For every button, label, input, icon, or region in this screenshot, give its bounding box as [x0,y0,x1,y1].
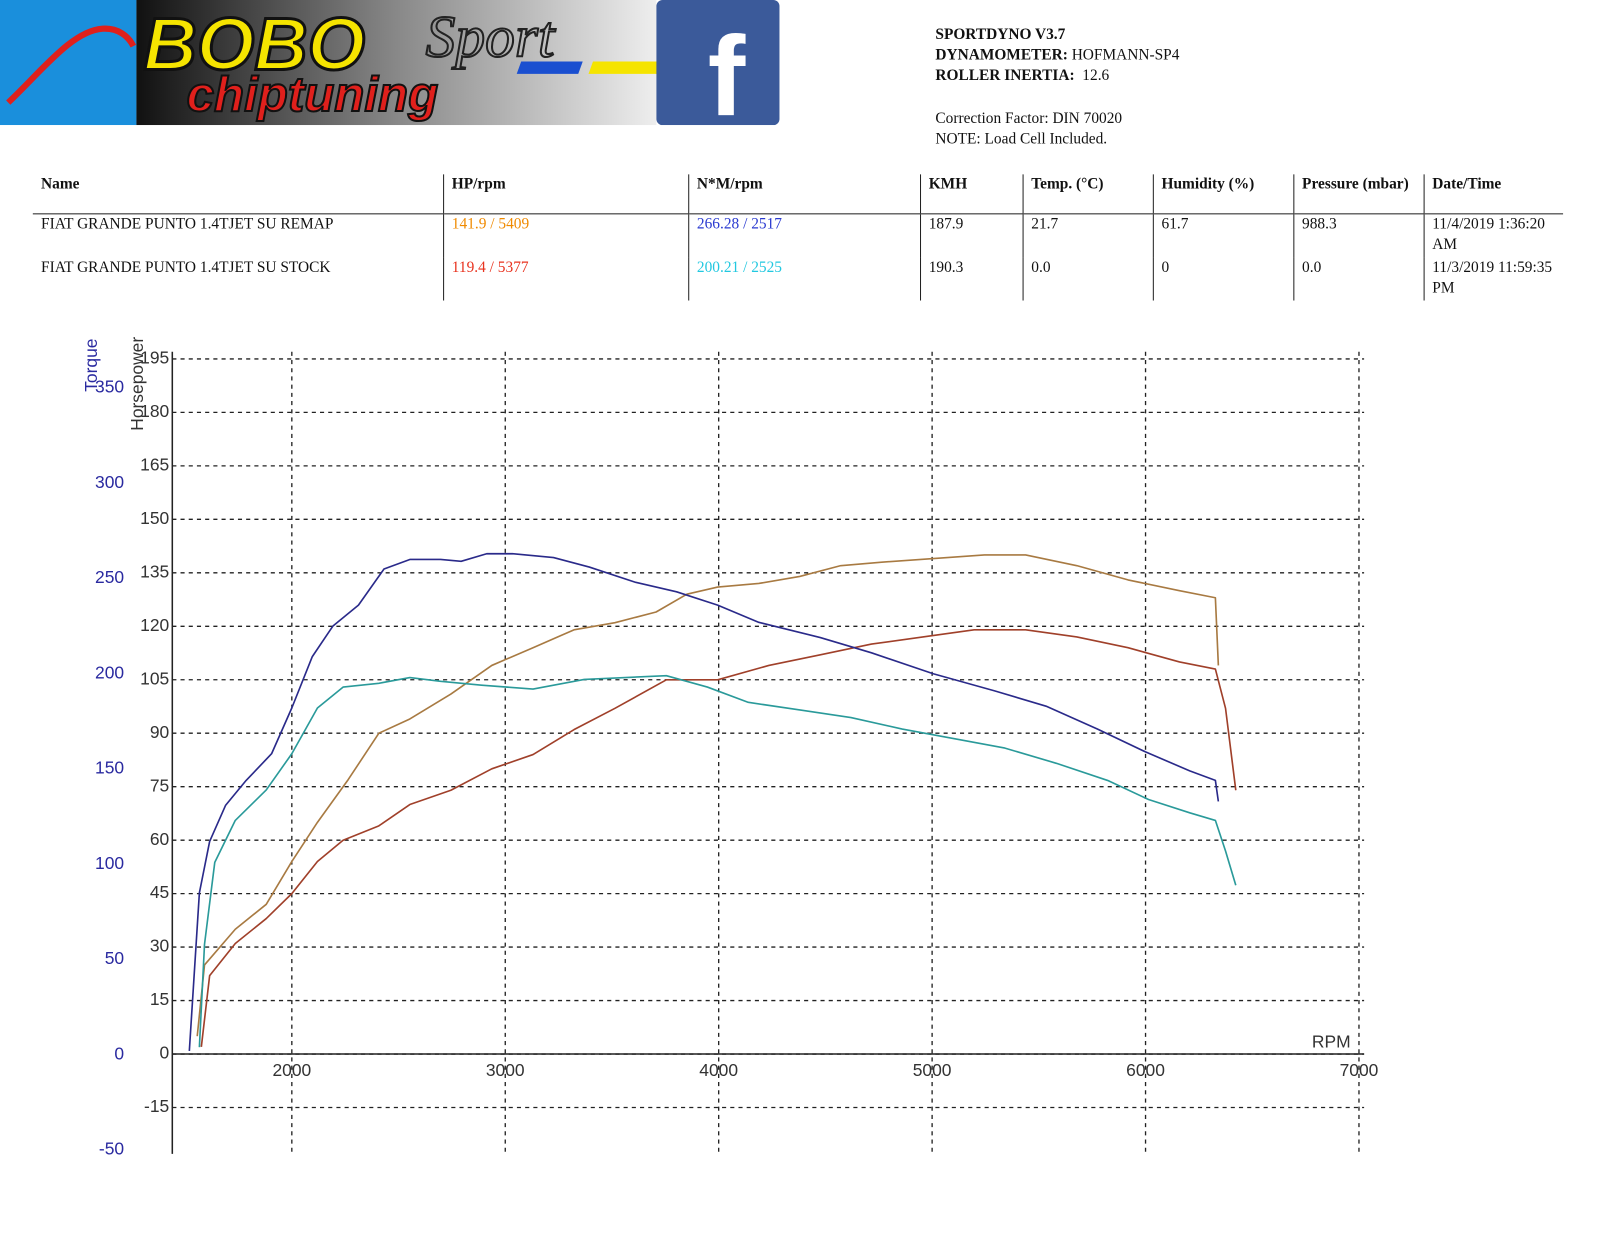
logo-tagline: chiptuning [187,67,439,122]
logo-stripe [516,61,583,74]
y-tick-label: 75 [150,775,169,795]
table-cell: 988.3 [1292,213,1424,258]
y-tick-label: 15 [150,989,169,1009]
header-row: Name HP/rpm N*M/rpm KMH Temp. (°C) Humidity (… [32,174,1564,215]
facebook-icon [656,0,780,126]
column-header: HP/rpm [442,174,689,215]
column-header: KMH [919,174,1023,215]
table-cell: 187.9 [919,213,1023,258]
y2-tick-label: 350 [95,377,124,397]
table-cell: 11/3/2019 11:59:35 PM [1423,257,1564,301]
table-row: FIAT GRANDE PUNTO 1.4TJET SU REMAP 141.9 … [33,213,1564,258]
y-tick-label: 135 [140,561,169,581]
y-tick-label: -15 [144,1096,169,1116]
logo-brand: BOBO [144,3,366,86]
x-tick-label: 5000 [913,1060,952,1080]
y-tick-label: 120 [140,615,169,635]
logo-blue [0,0,137,126]
table-cell: 119.4 / 5377 [442,257,689,301]
x-axis-title: RPM [1312,1031,1351,1051]
inertia-label: ROLLER INERTIA: [935,67,1075,85]
table-body: FIAT GRANDE PUNTO 1.4TJET SU REMAP 141.9 … [33,213,1564,301]
y-tick-label: 150 [140,508,169,528]
column-header: N*M/rpm [687,174,920,215]
table-cell: 11/4/2019 1:36:20 AM [1423,213,1564,258]
y-axis-title: Horsepower [127,337,147,431]
y-tick-label: 30 [150,936,170,956]
table-cell: 141.9 / 5409 [442,213,689,258]
table-cell: FIAT GRANDE PUNTO 1.4TJET SU STOCK [41,259,331,276]
x-tick-label: 7000 [1340,1060,1379,1080]
y-tick-label: 45 [150,882,169,902]
y-tick-label: 105 [140,668,169,688]
y2-tick-label: 300 [95,472,124,492]
info-line: DYNAMOMETER: HOFMANN-SP4 [935,45,1179,66]
table-cell: 190.3 [919,257,1023,301]
column-header: Pressure (mbar) [1292,174,1424,215]
table-cell: 61.7 [1152,213,1294,258]
series-line [188,552,1220,1052]
y2-tick-label: 200 [95,662,124,682]
x-tick-label: 6000 [1126,1060,1165,1080]
y-tick-label: 180 [140,401,169,421]
y-tick-label: 195 [140,348,169,368]
series-line [196,554,1220,1037]
note: NOTE: Load Cell Included. [935,131,1108,148]
info-line: ROLLER INERTIA: 12.6 [935,66,1179,87]
column-header: Temp. (°C) [1022,174,1153,215]
logo-swoosh [6,25,137,105]
y-tick-label: 165 [140,454,169,474]
column-header: Name [32,174,444,215]
y2-tick-label: -50 [99,1139,124,1159]
table-cell: 0 [1152,257,1294,301]
column-header: Date/Time [1423,174,1564,215]
inertia-value: 12.6 [1082,67,1110,85]
correction: Correction Factor: DIN 70020 [935,110,1123,128]
facebook-letter: f [708,13,746,125]
table-cell: 200.21 / 2525 [687,257,920,301]
y2-tick-label: 50 [105,948,125,968]
table-cell: FIAT GRANDE PUNTO 1.4TJET SU REMAP [41,216,334,233]
x-tick-label: 2000 [272,1060,311,1080]
series-line [198,674,1237,1048]
logo-script: Sport [426,3,556,69]
table-cell: 21.7 [1022,213,1153,258]
table-cell: 0.0 [1022,257,1153,301]
y-tick-label: 60 [150,829,170,849]
dyno-value: HOFMANN-SP4 [1071,47,1180,64]
x-tick-label: 3000 [486,1060,525,1080]
table-cell: 266.28 / 2517 [687,213,920,258]
y2-tick-label: 100 [95,853,124,873]
dyno-label: DYNAMOMETER: [935,47,1068,64]
column-header: Humidity (%) [1152,174,1294,215]
x-tick-label: 4000 [699,1060,738,1080]
y-tick-label: 90 [150,722,170,742]
y2-tick-label: 250 [95,567,124,587]
logo-stripe [588,61,665,74]
y2-axis-title: Torque [81,339,101,392]
series-line [200,629,1237,1047]
y-tick-label: 0 [160,1043,170,1063]
y2-tick-label: 0 [114,1043,124,1063]
software: SPORTDYNO V3.7 [935,26,1066,44]
table-cell: 0.0 [1292,257,1424,301]
info-line: SPORTDYNO V3.7 [935,25,1179,46]
logo: BOBO Sport chiptuning f [0,0,780,126]
dyno-info: SPORTDYNO V3.7 DYNAMOMETER: HOFMANN-SP4 … [935,25,1179,150]
results-table: Name HP/rpm N*M/rpm KMH Temp. (°C) Humidity (… [32,174,1564,301]
y2-tick-label: 150 [95,758,124,778]
table-row: FIAT GRANDE PUNTO 1.4TJET SU STOCK 119.4 … [33,257,1564,301]
